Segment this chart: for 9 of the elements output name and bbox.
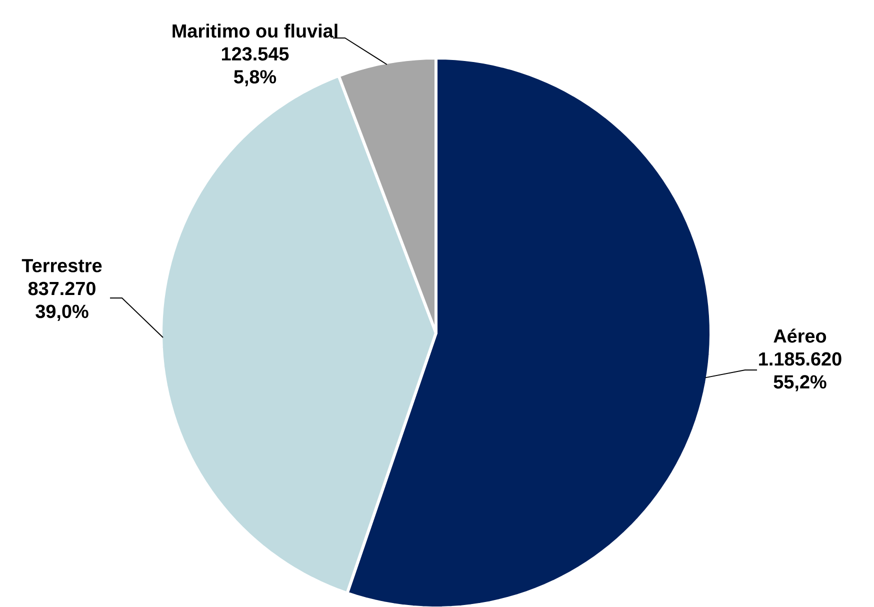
text: 55,2% bbox=[774, 375, 826, 392]
slice-label: Maritimo ou fluvial bbox=[172, 24, 338, 38]
text: 39,0% bbox=[36, 304, 88, 321]
text: 5,8% bbox=[234, 70, 276, 86]
data-label: 837.270 bbox=[28, 282, 96, 296]
data-label: 1.185.620 bbox=[759, 352, 842, 366]
slice-label: Aéreo bbox=[774, 328, 826, 343]
slice-label: Terrestre bbox=[22, 259, 102, 272]
data-label: 123.545 bbox=[222, 47, 289, 61]
